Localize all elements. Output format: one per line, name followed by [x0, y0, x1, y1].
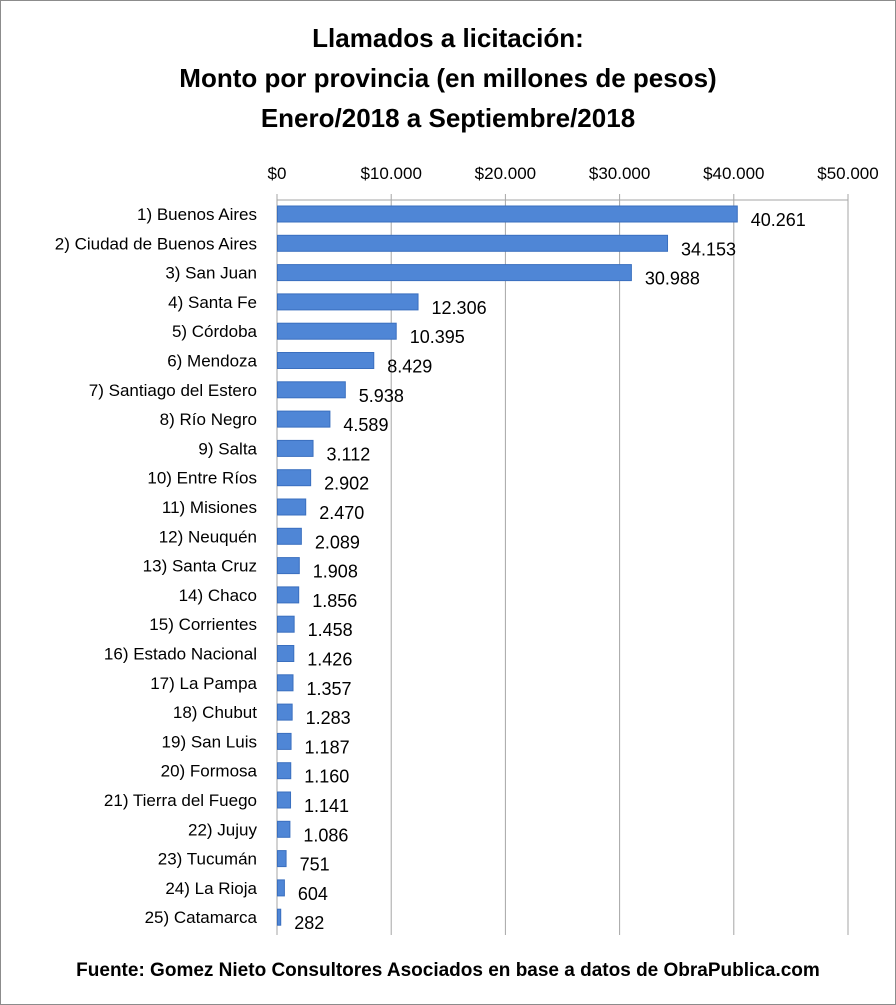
bar	[277, 732, 292, 750]
category-label: 5) Córdoba	[172, 322, 258, 341]
value-label: 4.589	[343, 415, 388, 435]
x-tick-label: $0	[268, 164, 287, 183]
value-label: 3.112	[327, 444, 371, 464]
category-label: 2) Ciudad de Buenos Aires	[55, 234, 257, 253]
value-label: 1.458	[308, 620, 353, 640]
bar	[277, 615, 295, 633]
category-label: 8) Río Negro	[160, 410, 257, 429]
bar	[277, 674, 294, 692]
value-label: 604	[298, 884, 328, 904]
bar	[277, 762, 292, 780]
value-label: 1.141	[304, 796, 349, 816]
category-label: 25) Catamarca	[145, 908, 258, 927]
category-label: 19) San Luis	[162, 732, 257, 751]
category-label: 23) Tucumán	[158, 850, 257, 869]
category-label: 4) Santa Fe	[168, 293, 257, 312]
category-label: 18) Chubut	[173, 703, 257, 722]
bar	[277, 645, 295, 662]
category-label: 17) La Pampa	[150, 674, 257, 693]
category-label: 24) La Rioja	[165, 879, 257, 898]
value-label: 40.261	[751, 210, 806, 230]
value-label: 34.153	[681, 239, 736, 259]
bar	[277, 791, 292, 809]
value-label: 1.426	[307, 650, 352, 670]
category-label: 15) Corrientes	[149, 615, 257, 634]
value-label: 12.306	[432, 298, 487, 318]
x-tick-label: $20.000	[475, 164, 536, 183]
x-tick-label: $50.000	[817, 164, 878, 183]
x-tick-label: $10.000	[360, 164, 421, 183]
category-label: 11) Misiones	[162, 498, 257, 517]
value-label: 2.902	[324, 474, 369, 494]
bar	[277, 469, 312, 487]
value-label: 10.395	[410, 327, 465, 347]
category-label: 10) Entre Ríos	[147, 469, 257, 488]
bar	[277, 557, 300, 575]
category-label: 13) Santa Cruz	[143, 557, 257, 576]
bar	[277, 850, 287, 868]
bar	[277, 322, 397, 340]
category-label: 6) Mendoza	[167, 352, 257, 371]
bar	[277, 205, 738, 223]
value-label: 8.429	[387, 357, 432, 377]
value-label: 1.283	[306, 708, 351, 728]
category-label: 3) San Juan	[165, 264, 257, 283]
bar	[277, 586, 300, 604]
value-label: 1.908	[313, 562, 358, 582]
chart-title-line-1: Llamados a licitación:	[312, 23, 584, 53]
chart-title-line-2: Monto por provincia (en millones de peso…	[179, 63, 717, 93]
value-label: 1.160	[304, 767, 349, 787]
bar	[277, 381, 346, 399]
bar	[277, 527, 302, 545]
bar	[277, 352, 375, 369]
category-label: 20) Formosa	[161, 762, 258, 781]
category-label: 21) Tierra del Fuego	[104, 791, 257, 810]
value-label: 1.086	[303, 825, 348, 845]
chart-title-line-3: Enero/2018 a Septiembre/2018	[260, 103, 636, 133]
category-label: 22) Jujuy	[188, 820, 257, 839]
bar	[277, 908, 282, 926]
bar	[277, 234, 669, 252]
value-label: 30.988	[645, 269, 700, 289]
bar	[277, 498, 307, 516]
value-label: 1.357	[306, 679, 351, 699]
source-note: Fuente: Gomez Nieto Consultores Asociado…	[76, 960, 820, 981]
bar	[277, 293, 419, 311]
category-label: 16) Estado Nacional	[104, 645, 257, 664]
value-label: 1.856	[312, 591, 357, 611]
value-label: 5.938	[359, 386, 404, 406]
category-label: 7) Santiago del Estero	[89, 381, 257, 400]
category-label: 1) Buenos Aires	[137, 205, 257, 224]
x-tick-label: $40.000	[703, 164, 764, 183]
value-label: 751	[300, 855, 330, 875]
bar	[277, 879, 285, 897]
x-tick-label: $30.000	[589, 164, 650, 183]
category-label: 12) Neuquén	[159, 527, 257, 546]
value-label: 1.187	[305, 737, 350, 757]
bar	[277, 264, 632, 282]
bar	[277, 820, 291, 838]
category-label: 14) Chaco	[179, 586, 257, 605]
value-label: 282	[294, 913, 324, 933]
bar	[277, 439, 314, 457]
bar	[277, 703, 293, 721]
value-label: 2.089	[315, 532, 360, 552]
value-label: 2.470	[319, 503, 364, 523]
bar	[277, 410, 331, 428]
category-label: 9) Salta	[198, 439, 257, 458]
